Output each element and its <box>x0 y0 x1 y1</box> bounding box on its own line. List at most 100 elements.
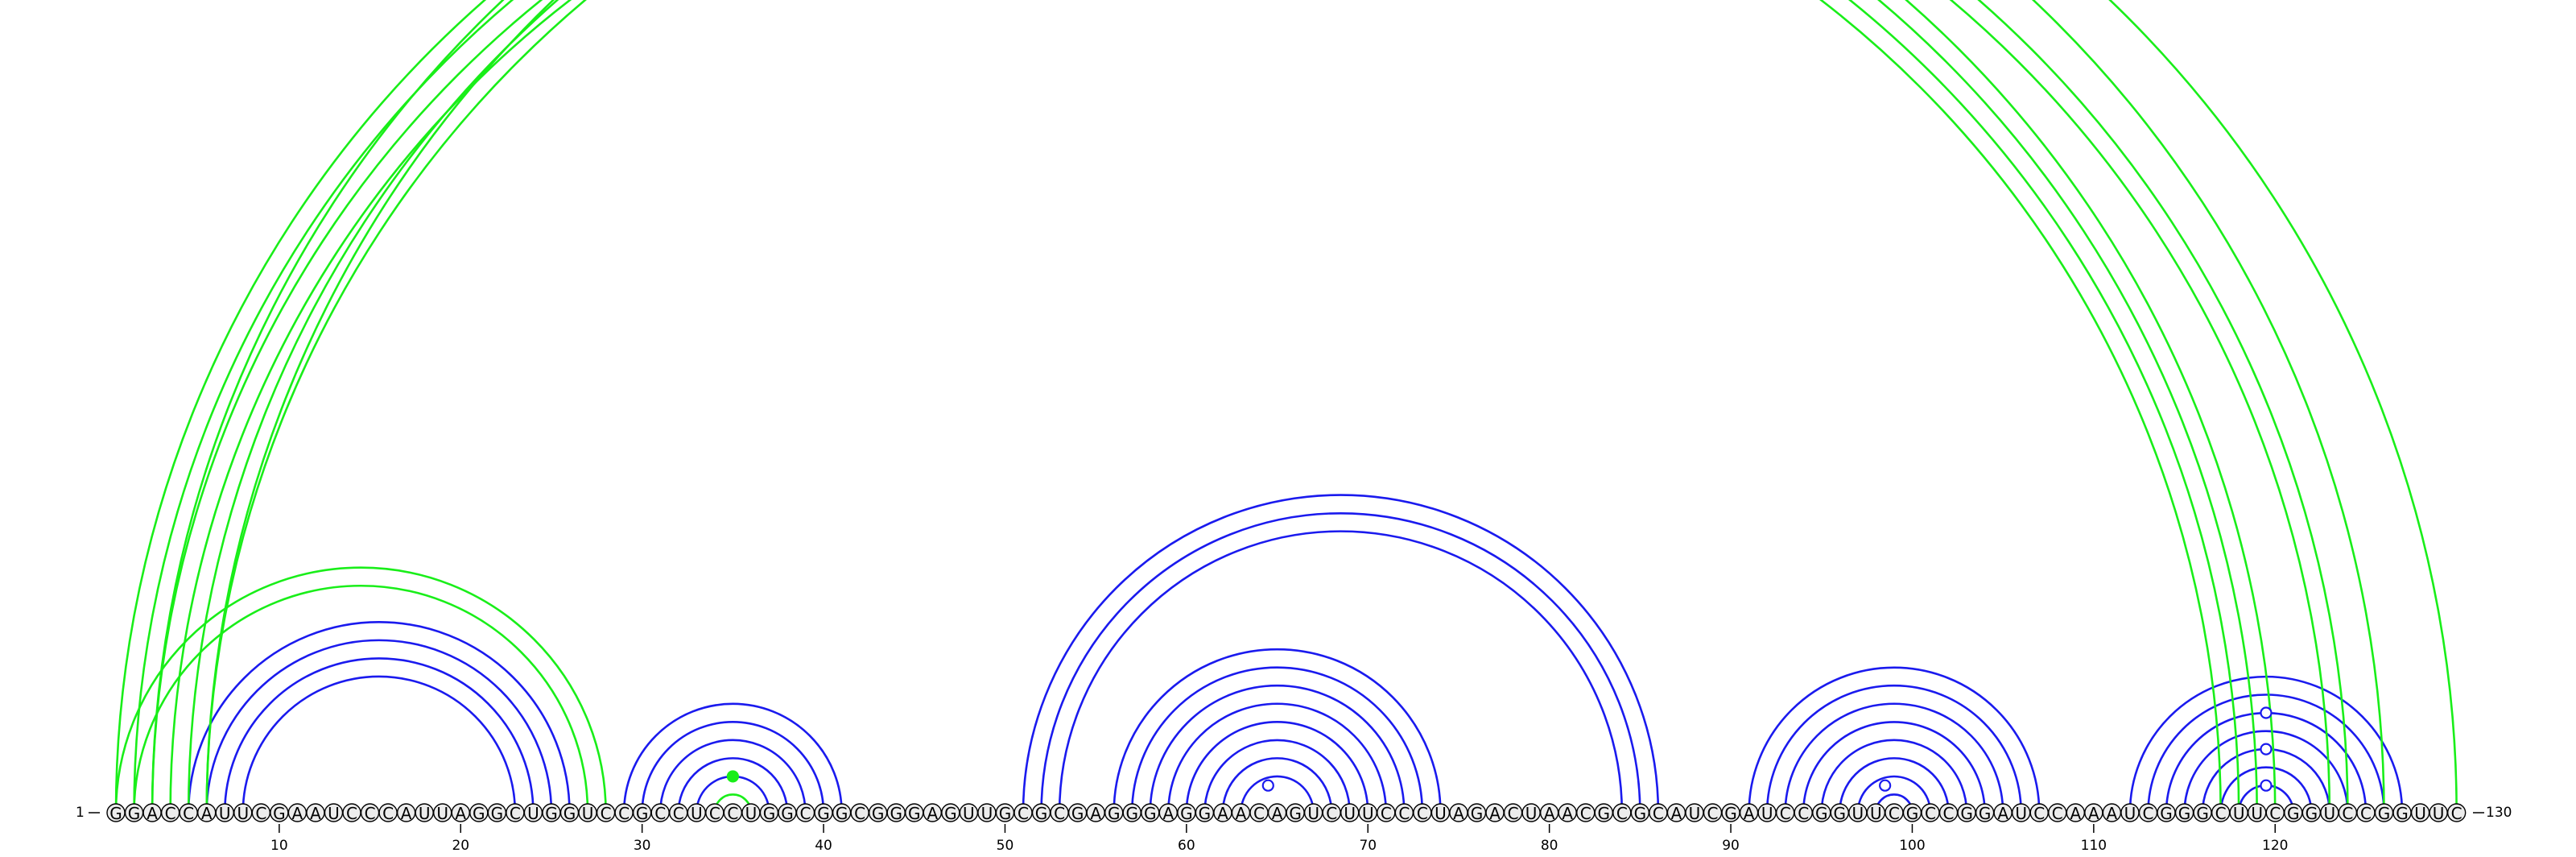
nucleotide: G <box>905 803 924 823</box>
nucleotide: C <box>705 803 724 823</box>
nucleotide: G <box>487 803 507 823</box>
nucleotide: C <box>2338 803 2358 823</box>
nucleotide: C <box>2029 803 2049 823</box>
nucleotide-letter: C <box>2342 804 2353 823</box>
nucleotide-letter: A <box>1489 804 1501 823</box>
nucleotide: A <box>1539 803 1559 823</box>
nucleotide-letter: U <box>1870 804 1882 823</box>
nucleotide-letter: G <box>1071 804 1084 823</box>
nucleotide-letter: U <box>2124 804 2136 823</box>
nucleotide-letter: G <box>564 804 576 823</box>
nucleotide: U <box>1866 803 1886 823</box>
nucleotide: U <box>687 803 706 823</box>
nucleotide: C <box>1413 803 1432 823</box>
nucleotide: C <box>342 803 361 823</box>
nucleotide-letter: C <box>1943 804 1955 823</box>
tick-label: 100 <box>1899 838 1925 854</box>
nucleotide-letter: A <box>1090 804 1101 823</box>
nucleotide: U <box>2429 803 2448 823</box>
nucleotide-letter: G <box>781 804 794 823</box>
nucleotide-letter: G <box>1144 804 1157 823</box>
nucleotide: C <box>850 803 869 823</box>
nucleotide-letter: C <box>1780 804 1791 823</box>
nucleotide: G <box>1177 803 1196 823</box>
nucleotide-letter: C <box>1326 804 1337 823</box>
tick-label: 120 <box>2262 838 2288 854</box>
nucleotide-letter: U <box>1761 804 1773 823</box>
nucleotide-letter: G <box>1180 804 1193 823</box>
nucleotide-letter: U <box>2414 804 2426 823</box>
nucleotide-letter: C <box>2269 804 2281 823</box>
tick-label: 30 <box>634 838 651 854</box>
blue-pair-arc <box>1040 511 1641 814</box>
green-pair-arc <box>114 566 607 814</box>
nucleotide-letter: C <box>618 804 630 823</box>
tick-label: 40 <box>815 838 832 854</box>
nucleotide-letter: U <box>1362 804 1374 823</box>
nucleotide-letter: C <box>183 804 194 823</box>
nucleotide: G <box>886 803 906 823</box>
nucleotide-letter: A <box>1162 804 1174 823</box>
nucleotide: U <box>215 803 234 823</box>
nucleotide-letter: G <box>491 804 504 823</box>
nucleotide: C <box>2446 803 2467 823</box>
nucleotide-letter: A <box>927 804 938 823</box>
blue-pair-arc <box>1820 739 1968 814</box>
nucleotide-letter: G <box>1906 804 1919 823</box>
nucleotide: A <box>1231 803 1251 823</box>
nucleotide-letter: C <box>1580 804 1591 823</box>
nucleotide: C <box>650 803 670 823</box>
blue-pair-arc <box>242 675 517 814</box>
blue-pair-arc <box>2219 766 2313 814</box>
nucleotide-letter: U <box>328 804 340 823</box>
nucleotide-letter: A <box>292 804 303 823</box>
nucleotide: G <box>124 803 144 823</box>
nucleotide: A <box>1086 803 1105 823</box>
nucleotide-letter: G <box>999 804 1012 823</box>
nucleotide: G <box>2174 803 2194 823</box>
pair-marker <box>1261 779 1274 792</box>
nucleotide-letter: C <box>727 804 738 823</box>
nucleotide: G <box>1031 803 1051 823</box>
nucleotide: U <box>2410 803 2430 823</box>
nucleotide-letter: G <box>273 804 286 823</box>
nucleotide-letter: C <box>2451 804 2462 823</box>
green-pair-arc <box>205 0 2458 814</box>
nucleotide: C <box>1394 803 1414 823</box>
nucleotide-letter: C <box>601 804 612 823</box>
blue-pair-arc <box>1240 775 1315 814</box>
nucleotide-letter: C <box>1616 804 1628 823</box>
nucleotide: G <box>2392 803 2412 823</box>
green-pair-arc <box>133 584 589 814</box>
nucleotide: G <box>814 803 833 823</box>
nucleotide-letter: U <box>981 804 993 823</box>
nucleotide: G <box>941 803 960 823</box>
nucleotide-letter: G <box>763 804 776 823</box>
tick-label: 70 <box>1359 838 1377 854</box>
nucleotide: G <box>2193 803 2212 823</box>
blue-pair-arc <box>223 657 535 814</box>
nucleotide: C <box>2211 803 2231 823</box>
nucleotide-letter: G <box>473 804 485 823</box>
nucleotide-letter: C <box>1253 804 1265 823</box>
nucleotide: C <box>1249 803 1269 823</box>
nucleotide: C <box>596 803 616 823</box>
nucleotide: C <box>2138 803 2158 823</box>
nucleotide: U <box>2120 803 2140 823</box>
nucleotide: U <box>2248 803 2267 823</box>
nucleotide-letter: G <box>817 804 830 823</box>
nucleotide: C <box>1050 803 1069 823</box>
nucleotide: G <box>1957 803 1976 823</box>
nucleotide: A <box>1158 803 1179 823</box>
nucleotide-letter: C <box>2033 804 2045 823</box>
nucleotide-letter: U <box>419 804 431 823</box>
blue-pair-arc <box>1113 648 1442 814</box>
start-label: 1 <box>76 805 85 821</box>
nucleotide-letter: A <box>1272 804 1283 823</box>
nucleotide: G <box>1122 803 1141 823</box>
nucleotide-letter: G <box>1634 804 1647 823</box>
nucleotide: A <box>451 803 470 823</box>
nucleotide-letter: G <box>1035 804 1048 823</box>
nucleotide: G <box>1104 803 1124 823</box>
nucleotide: C <box>251 803 271 823</box>
